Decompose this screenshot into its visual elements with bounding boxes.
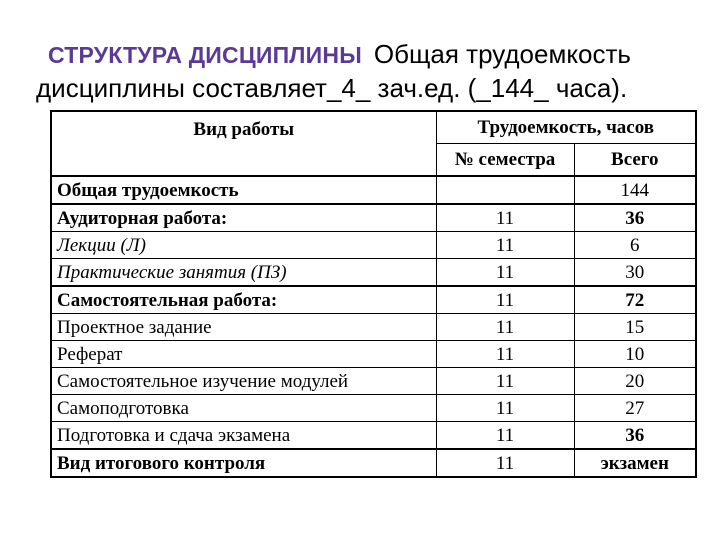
work-type-cell: Лекции (Л) — [50, 231, 437, 259]
semester-cell: 11 — [435, 340, 575, 368]
work-type-cell: Практические занятия (ПЗ) — [50, 258, 437, 287]
work-type-cell: Вид итогового контроля — [50, 448, 437, 478]
heading: СТРУКТУРА ДИСЦИПЛИНЫ Общая трудоемкость д… — [36, 38, 700, 105]
semester-cell: 11 — [435, 231, 575, 259]
table-row: Лекции (Л) 11 6 — [50, 231, 697, 259]
total-hours-cell: 10 — [573, 340, 697, 368]
page-title: СТРУКТУРА ДИСЦИПЛИНЫ — [48, 42, 362, 68]
header-row-1: Вид работы Трудоемкость, часов — [50, 110, 697, 177]
total-hours-cell: 30 — [573, 258, 697, 287]
total-hours-cell: 72 — [573, 285, 697, 314]
work-type-cell: Проектное задание — [50, 313, 437, 341]
table-row: Проектное задание 11 15 — [50, 313, 697, 341]
total-hours-cell: 6 — [573, 231, 697, 259]
semester-cell: 11 — [435, 285, 575, 314]
work-type-cell: Общая трудоемкость — [50, 175, 437, 205]
semester-cell: 11 — [435, 203, 575, 232]
total-hours-cell: 36 — [573, 421, 697, 450]
total-hours-cell: 15 — [573, 313, 697, 341]
work-type-cell: Самостоятельная работа: — [50, 285, 437, 314]
table-row: Общая трудоемкость 144 — [50, 175, 697, 205]
total-hours-cell: экзамен — [573, 448, 697, 478]
table-row: Реферат 11 10 — [50, 340, 697, 368]
total-hours-cell: 20 — [573, 367, 697, 395]
semester-cell: 11 — [435, 448, 575, 478]
heading-line1-text: Общая трудоемкость — [373, 39, 631, 69]
header-row-2: № семестра Всего — [51, 143, 697, 177]
column-header-semester: № семестра — [435, 143, 575, 177]
table-row: Практические занятия (ПЗ) 11 30 — [50, 258, 697, 287]
total-hours-cell: 144 — [573, 175, 697, 205]
work-type-cell: Аудиторная работа: — [50, 203, 437, 232]
semester-cell — [435, 175, 575, 205]
table-header: Вид работы Трудоемкость, часов № семестр… — [50, 110, 697, 177]
heading-line1: СТРУКТУРА ДИСЦИПЛИНЫ Общая трудоемкость — [36, 38, 700, 72]
column-header-workload-group: Трудоемкость, часов — [435, 110, 697, 144]
discipline-structure-table: Вид работы Трудоемкость, часов № семестр… — [50, 110, 698, 478]
table-row: Подготовка и сдача экзамена 11 36 — [50, 421, 697, 450]
semester-cell: 11 — [435, 258, 575, 287]
semester-cell: 11 — [435, 421, 575, 450]
work-type-cell: Самостоятельное изучение модулей — [50, 367, 437, 395]
total-hours-cell: 27 — [573, 394, 697, 422]
work-type-cell: Реферат — [50, 340, 437, 368]
table-row: Самоподготовка 11 27 — [50, 394, 697, 422]
table-body: Общая трудоемкость 144 Аудиторная работа: 1… — [50, 175, 697, 478]
total-hours-cell: 36 — [573, 203, 697, 232]
slide: СТРУКТУРА ДИСЦИПЛИНЫ Общая трудоемкость д… — [0, 38, 720, 540]
column-header-total: Всего — [573, 143, 697, 177]
table-row: Вид итогового контроля 11 экзамен — [50, 448, 697, 478]
semester-cell: 11 — [435, 394, 575, 422]
heading-line2-text: дисциплины составляет_4_ зач.ед. (_144_ … — [36, 73, 628, 103]
table-row: Самостоятельное изучение модулей 11 20 — [50, 367, 697, 395]
semester-cell: 11 — [435, 313, 575, 341]
semester-cell: 11 — [435, 367, 575, 395]
work-type-cell: Подготовка и сдача экзамена — [50, 421, 437, 450]
table-row: Самостоятельная работа: 11 72 — [50, 285, 697, 314]
table-row: Аудиторная работа: 11 36 — [50, 203, 697, 232]
column-header-work-type: Вид работы — [50, 110, 437, 177]
work-type-cell: Самоподготовка — [50, 394, 437, 422]
